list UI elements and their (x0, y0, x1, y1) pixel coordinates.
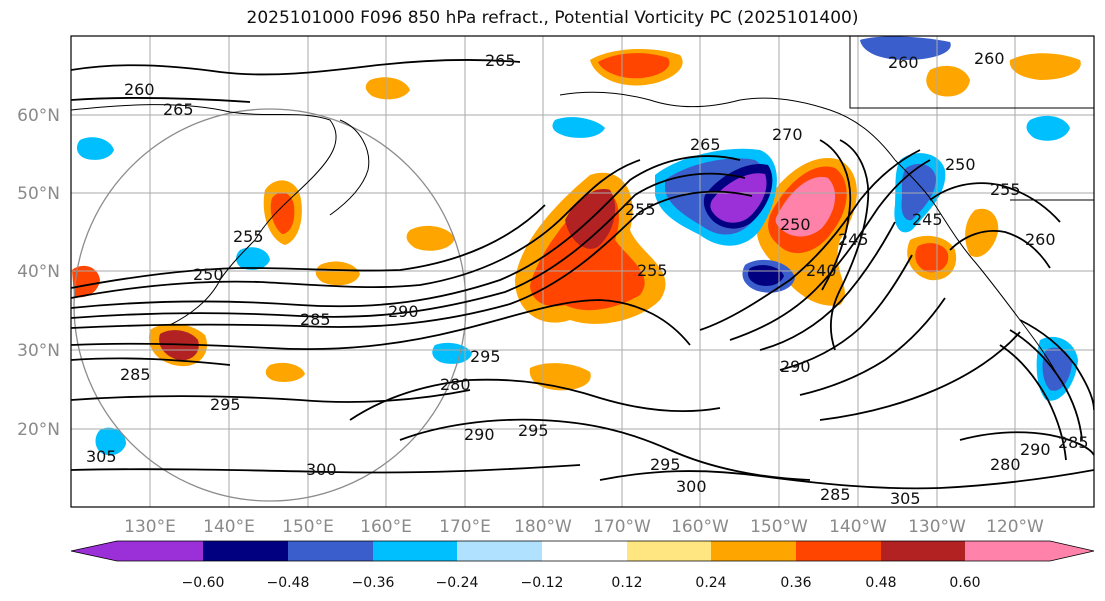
contour-label: 295 (470, 347, 501, 366)
coastlines (71, 36, 1094, 381)
contour-label: 245 (838, 230, 869, 249)
colorbar-segment (711, 541, 796, 561)
contour-label: 255 (233, 227, 264, 246)
contour-label: 285 (820, 485, 851, 504)
contour-label: 250 (945, 155, 976, 174)
lon-label: 170°E (439, 517, 491, 537)
contour-label: 265 (163, 100, 194, 119)
lon-label: 150°E (282, 517, 334, 537)
lon-label: 180°W (514, 517, 572, 537)
graticule (71, 36, 1094, 507)
colorbar: −0.60 −0.48 −0.36 −0.24 −0.12 0.12 0.24 … (70, 540, 1095, 591)
longitude-labels: 130°E 140°E 150°E 160°E 170°E 180°W 170°… (124, 517, 1044, 537)
colorbar-segment (71, 541, 203, 561)
pv-shading (72, 36, 1081, 456)
lon-label: 150°W (750, 517, 808, 537)
lat-label: 20°N (17, 420, 60, 440)
contour-label: 295 (518, 421, 549, 440)
colorbar-tick: −0.48 (267, 575, 310, 591)
refractivity-contours (71, 59, 1094, 490)
colorbar-tick: 0.12 (611, 575, 642, 591)
contour-label: 305 (890, 489, 921, 508)
lon-label: 130°W (908, 517, 966, 537)
colorbar-segment (457, 541, 542, 561)
lon-label: 120°W (986, 517, 1044, 537)
contour-label: 255 (990, 180, 1021, 199)
colorbar-segment (796, 541, 881, 561)
colorbar-tick: 0.48 (865, 575, 896, 591)
contour-label: 290 (780, 357, 811, 376)
range-circle (73, 108, 467, 502)
contour-label: 250 (780, 215, 811, 234)
contour-label: 295 (650, 455, 681, 474)
contour-label: 260 (888, 53, 919, 72)
contour-label: 260 (974, 49, 1005, 68)
contour-labels: 260 265 265 255 250 255 285 295 290 295 … (86, 49, 1089, 508)
lat-label: 40°N (17, 262, 60, 282)
contour-label: 270 (772, 125, 803, 144)
contour-label: 250 (193, 265, 224, 284)
contour-label: 255 (637, 261, 668, 280)
colorbar-tick: −0.36 (352, 575, 395, 591)
lon-label: 160°W (671, 517, 729, 537)
lon-label: 160°E (360, 517, 412, 537)
contour-label: 290 (464, 425, 495, 444)
contour-label: 300 (306, 460, 337, 479)
contour-label: 255 (625, 200, 656, 219)
contour-label: 300 (676, 477, 707, 496)
contour-label: 280 (990, 455, 1021, 474)
contour-label: 290 (1020, 440, 1051, 459)
colorbar-tick: 0.60 (949, 575, 980, 591)
lon-label: 130°E (124, 517, 176, 537)
lon-label: 140°E (203, 517, 255, 537)
colorbar-tick: 0.36 (780, 575, 811, 591)
lon-label: 140°W (829, 517, 887, 537)
contour-label: 260 (124, 80, 155, 99)
lat-label: 30°N (17, 341, 60, 361)
colorbar-segment (373, 541, 457, 561)
contour-label: 265 (690, 135, 721, 154)
colorbar-segment (881, 541, 965, 561)
map-title: 2025101000 F096 850 hPa refract., Potent… (246, 8, 859, 28)
lat-label: 50°N (17, 184, 60, 204)
colorbar-segment (627, 541, 711, 561)
colorbar-segment (288, 541, 373, 561)
contour-label: 240 (806, 261, 837, 280)
contour-label: 285 (120, 365, 151, 384)
colorbar-tick: −0.12 (521, 575, 564, 591)
contour-label: 260 (1025, 230, 1056, 249)
colorbar-segment (203, 541, 288, 561)
contour-label: 285 (1058, 433, 1089, 452)
lat-label: 60°N (17, 106, 60, 126)
contour-label: 285 (300, 310, 331, 329)
contour-label: 290 (388, 302, 419, 321)
contour-label: 305 (86, 447, 117, 466)
colorbar-tick: −0.60 (182, 575, 225, 591)
lon-label: 170°W (593, 517, 651, 537)
contour-label: 280 (440, 375, 471, 394)
latitude-labels: 60°N 50°N 40°N 30°N 20°N (17, 106, 60, 440)
colorbar-tick: 0.24 (695, 575, 726, 591)
contour-label: 295 (210, 395, 241, 414)
colorbar-tick: −0.24 (436, 575, 479, 591)
colorbar-segment (542, 541, 627, 561)
colorbar-segment (965, 541, 1094, 561)
contour-label: 265 (485, 51, 516, 70)
contour-label: 245 (912, 210, 943, 229)
